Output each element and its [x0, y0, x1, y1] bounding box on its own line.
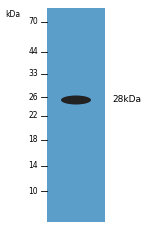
Text: kDa: kDa: [5, 10, 20, 19]
Text: 26: 26: [28, 93, 38, 101]
Text: 70: 70: [28, 17, 38, 27]
Text: 18: 18: [28, 136, 38, 144]
Text: 22: 22: [28, 112, 38, 120]
Bar: [47, 8, 105, 222]
Text: 33: 33: [28, 69, 38, 79]
Text: 28kDa: 28kDa: [112, 95, 141, 104]
Ellipse shape: [61, 95, 91, 104]
Text: 10: 10: [28, 186, 38, 196]
Text: 14: 14: [28, 161, 38, 171]
Text: 44: 44: [28, 47, 38, 57]
